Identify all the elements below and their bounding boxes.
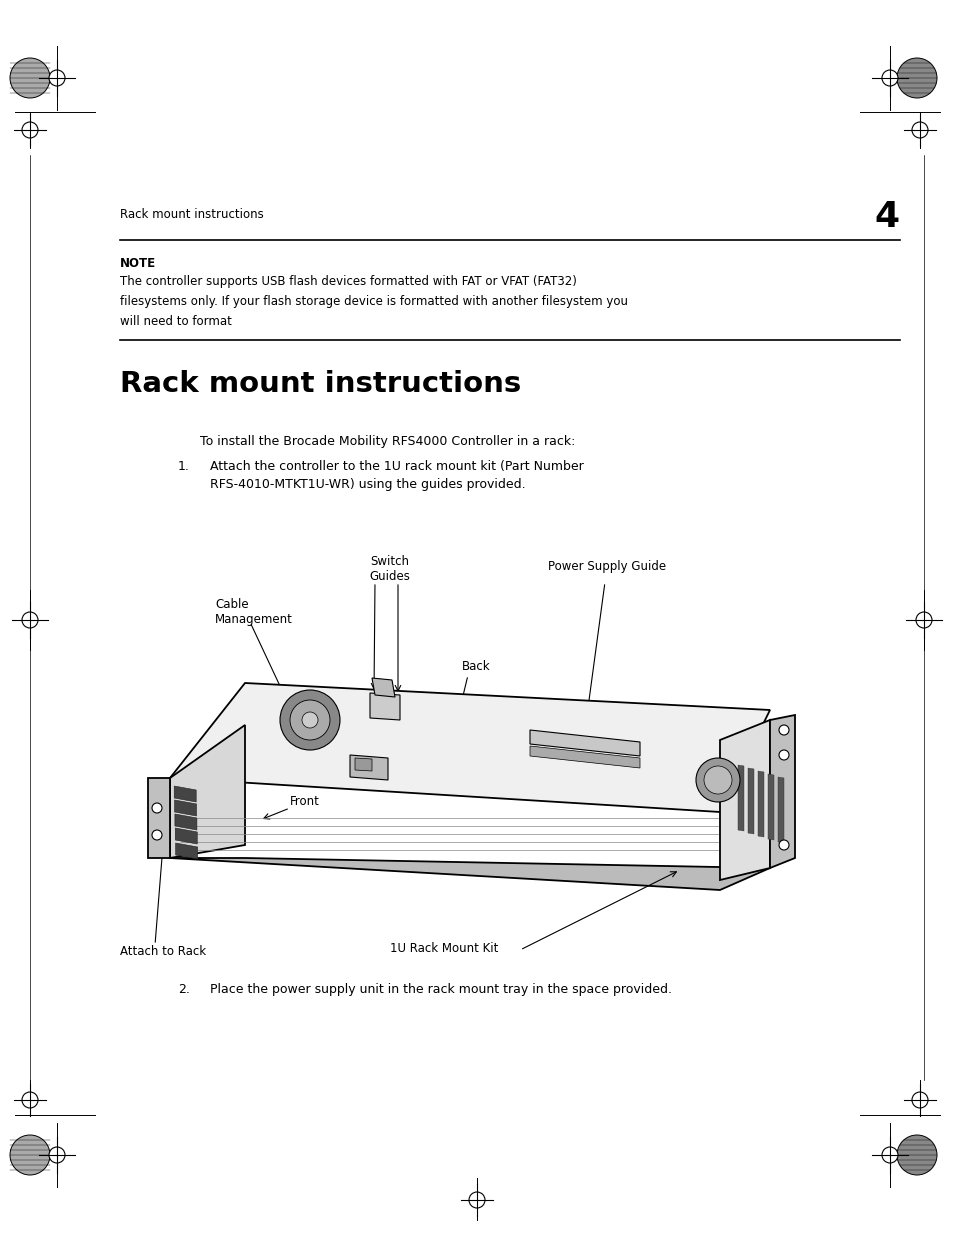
Circle shape [779, 725, 788, 735]
Polygon shape [767, 774, 773, 840]
Circle shape [779, 840, 788, 850]
Circle shape [49, 1147, 65, 1163]
Text: RFS-4010-MTKT1U-WR) using the guides provided.: RFS-4010-MTKT1U-WR) using the guides pro… [210, 478, 525, 492]
Circle shape [896, 1135, 936, 1174]
Circle shape [469, 1192, 484, 1208]
Circle shape [302, 713, 317, 727]
Circle shape [779, 750, 788, 760]
Polygon shape [720, 720, 769, 881]
Circle shape [882, 1147, 897, 1163]
Polygon shape [175, 844, 197, 860]
Text: Attach to Rack: Attach to Rack [120, 945, 206, 958]
Text: The controller supports USB flash devices formatted with FAT or VFAT (FAT32): The controller supports USB flash device… [120, 275, 577, 288]
Text: 1.: 1. [178, 459, 190, 473]
Polygon shape [148, 778, 170, 858]
Text: filesystems only. If your flash storage device is formatted with another filesys: filesystems only. If your flash storage … [120, 295, 627, 308]
Polygon shape [350, 755, 388, 781]
Polygon shape [370, 693, 399, 720]
Circle shape [911, 122, 927, 138]
Circle shape [22, 122, 38, 138]
Polygon shape [530, 730, 639, 756]
Polygon shape [174, 785, 196, 802]
Circle shape [152, 803, 162, 813]
Polygon shape [747, 768, 753, 834]
Polygon shape [372, 678, 395, 697]
Circle shape [915, 613, 931, 629]
Circle shape [22, 1092, 38, 1108]
Text: NOTE: NOTE [120, 257, 156, 270]
Circle shape [911, 1092, 927, 1108]
Text: Place the power supply unit in the rack mount tray in the space provided.: Place the power supply unit in the rack … [210, 983, 671, 995]
Text: To install the Brocade Mobility RFS4000 Controller in a rack:: To install the Brocade Mobility RFS4000 … [200, 435, 575, 448]
Text: Rack mount instructions: Rack mount instructions [120, 207, 263, 221]
Text: Attach the controller to the 1U rack mount kit (Part Number: Attach the controller to the 1U rack mou… [210, 459, 583, 473]
Circle shape [10, 1135, 50, 1174]
Text: 1U Rack Mount Kit: 1U Rack Mount Kit [390, 942, 497, 955]
Text: Rack mount instructions: Rack mount instructions [120, 370, 520, 398]
Circle shape [22, 613, 38, 629]
Polygon shape [738, 764, 743, 831]
Text: Cable
Management: Cable Management [214, 598, 293, 626]
Circle shape [280, 690, 339, 750]
Polygon shape [769, 715, 794, 868]
Text: Power Supply Guide: Power Supply Guide [547, 559, 665, 573]
Polygon shape [175, 827, 197, 844]
Text: Switch
Guides: Switch Guides [369, 555, 410, 583]
Circle shape [696, 758, 740, 802]
Polygon shape [170, 725, 245, 858]
Polygon shape [778, 777, 783, 844]
Text: Front: Front [290, 795, 319, 808]
Circle shape [882, 70, 897, 86]
Polygon shape [174, 814, 196, 830]
Text: 2.: 2. [178, 983, 190, 995]
Polygon shape [170, 858, 769, 890]
Text: 4: 4 [874, 200, 899, 233]
Polygon shape [758, 771, 763, 837]
Circle shape [896, 58, 936, 98]
Text: will need to format: will need to format [120, 315, 232, 329]
Text: Back: Back [461, 659, 490, 673]
Circle shape [703, 766, 731, 794]
Circle shape [152, 830, 162, 840]
Polygon shape [174, 800, 196, 816]
Circle shape [10, 58, 50, 98]
Polygon shape [170, 683, 769, 811]
Polygon shape [355, 758, 372, 771]
Polygon shape [530, 746, 639, 768]
Circle shape [49, 70, 65, 86]
Circle shape [290, 700, 330, 740]
